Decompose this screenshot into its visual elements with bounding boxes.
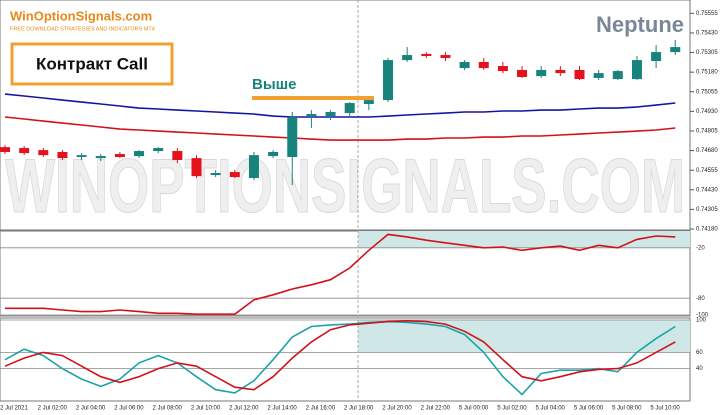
y-tick-label: -80 (696, 296, 705, 302)
x-tick-label: 2 Jul 18:00 (344, 406, 374, 412)
y-tick-label: 0.75055 (696, 89, 718, 95)
contract-box (10, 42, 174, 86)
x-tick-label: 2 Jul 22:00 (421, 406, 451, 412)
candle-body (172, 151, 183, 160)
candle-body (0, 147, 10, 152)
main-panel (0, 0, 691, 231)
y-tick-label: 0.74180 (696, 227, 718, 233)
moving-average (4, 116, 676, 141)
candle-body (421, 53, 432, 56)
tagline: FREE DOWNLOAD STRATEGIES AND INDICATORS … (10, 26, 155, 32)
x-tick-label: 2 Jul 2021 (0, 406, 28, 412)
candle-body (287, 117, 298, 158)
contract-label: Контракт Call (36, 54, 148, 73)
candle-body (153, 148, 164, 152)
direction-label: Выше (252, 76, 297, 93)
candle-body (402, 55, 413, 61)
signal-zone (358, 320, 690, 353)
x-tick-label: 2 Jul 04:00 (76, 406, 106, 412)
indicator-line (4, 319, 676, 391)
x-tick-label: 2 Jul 20:00 (382, 406, 412, 412)
candle-body (593, 73, 604, 78)
candle-body (268, 151, 279, 157)
x-tick-label: 2 Jul 02:00 (38, 406, 68, 412)
candle-body (670, 47, 681, 53)
candle-body (478, 61, 489, 69)
candle-body (76, 155, 87, 158)
candle-body (383, 60, 393, 101)
y-tick-label: 100 (696, 318, 707, 324)
x-tick-label: 5 Jul 02:00 (497, 406, 527, 412)
candle-body (517, 69, 528, 78)
candle-body (536, 69, 547, 77)
x-tick-label: 5 Jul 08:00 (612, 406, 642, 412)
candle-body (459, 61, 470, 69)
x-tick-label: 2 Jul 08:00 (153, 406, 183, 412)
candle-body (574, 69, 585, 80)
candle-body (210, 173, 221, 176)
y-tick-label: 0.75555 (696, 11, 718, 17)
candle-body (229, 172, 240, 178)
x-tick-label: 5 Jul 06:00 (574, 406, 604, 412)
y-tick-label: 0.75180 (696, 70, 718, 76)
y-tick-label: 0.74930 (696, 109, 718, 115)
x-tick-label: 5 Jul 00:00 (459, 406, 489, 412)
y-tick-label: 0.74555 (696, 168, 718, 174)
y-tick-label: 40 (696, 366, 703, 372)
x-tick-label: 2 Jul 10:00 (191, 406, 221, 412)
y-tick-label: 0.74305 (696, 207, 718, 213)
y-tick-label: 0.74680 (696, 148, 718, 154)
candle-body (651, 52, 662, 62)
y-tick-label: 0.75430 (696, 31, 718, 37)
candle-body (344, 103, 355, 114)
candle-body (114, 154, 125, 158)
y-tick-label: 60 (696, 350, 703, 356)
candle-body (306, 114, 317, 117)
watermark: WINOPTIONSIGNALS.COM (5, 144, 685, 229)
candle-body (363, 100, 374, 104)
candle-body (95, 156, 106, 159)
candle-body (325, 111, 336, 117)
candle-body (19, 148, 30, 154)
candle-body (191, 158, 202, 177)
candle-body (248, 155, 259, 179)
candle-body (38, 150, 49, 156)
y-tick-label: -100 (696, 313, 709, 319)
y-tick-label: 0.75305 (696, 50, 718, 56)
x-tick-label: 2 Jul 14:00 (267, 406, 297, 412)
x-tick-label: 2 Jul 06:00 (114, 406, 144, 412)
moving-average (4, 93, 676, 118)
x-tick-label: 5 Jul 04:00 (536, 406, 566, 412)
signal-zone (358, 231, 690, 248)
x-tick-label: 2 Jul 16:00 (306, 406, 336, 412)
y-tick-label: 0.74430 (696, 187, 718, 193)
y-tick-label: 0.74805 (696, 129, 718, 135)
indicator-line (4, 320, 676, 396)
indicator-line (5, 233, 676, 315)
x-tick-label: 2 Jul 12:00 (229, 406, 259, 412)
candle-body (497, 66, 508, 72)
candle-body (555, 69, 566, 74)
candle-body (440, 55, 451, 59)
logo: WinOptionSignals.com (10, 8, 152, 23)
candle-body (612, 71, 623, 80)
y-tick-label: -20 (696, 245, 705, 251)
strategy-name: Neptune (596, 12, 684, 37)
candle-body (57, 151, 68, 159)
candle-body (631, 60, 642, 80)
x-tick-label: 5 Jul 10:00 (650, 406, 680, 412)
candle-body (134, 151, 145, 157)
